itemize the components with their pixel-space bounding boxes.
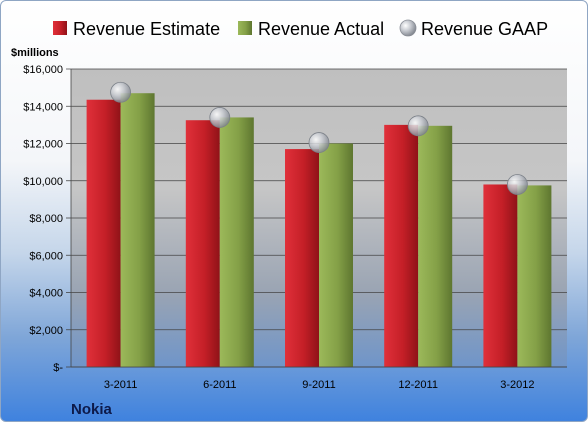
- y-tick-label: $10,000: [23, 176, 63, 188]
- y-tick-label: $4,000: [29, 288, 63, 300]
- x-tick-label: 3-2012: [500, 379, 534, 391]
- bar-series: [86, 93, 552, 368]
- bar-revenue-actual: [219, 117, 254, 367]
- gaap-marker: [308, 132, 330, 153]
- legend-swatch-revenue-estimate: [53, 21, 67, 35]
- legend-label-revenue-gaap: Revenue GAAP: [421, 19, 548, 39]
- bar-revenue-estimate: [384, 124, 419, 367]
- x-tick-label: 9-2011: [302, 379, 335, 391]
- legend-swatch-revenue-gaap: [399, 19, 417, 37]
- gaap-marker: [110, 81, 131, 103]
- bar-revenue-actual: [517, 185, 552, 367]
- x-tick-label: 3-2011: [104, 379, 137, 391]
- gaap-marker: [209, 107, 231, 128]
- y-tick-label: $14,000: [23, 101, 63, 113]
- gaap-markers: [110, 81, 528, 195]
- bar-revenue-actual: [319, 143, 353, 367]
- y-tick-label: $6,000: [29, 250, 63, 262]
- gaap-marker: [507, 174, 528, 195]
- company-name: Nokia: [71, 401, 113, 418]
- bar-revenue-estimate: [185, 120, 220, 367]
- bar-revenue-estimate: [285, 149, 319, 367]
- x-tick-label: 6-2011: [203, 379, 236, 391]
- y-tick-label: $8,000: [29, 213, 63, 225]
- bar-revenue-estimate: [483, 184, 518, 367]
- x-tick-label: 12-2011: [398, 379, 438, 391]
- legend-label-revenue-actual: Revenue Actual: [258, 19, 384, 39]
- y-axis-ticks: $- $2,000 $4,000 $6,000 $8,000 $10,000 $12,000…: [23, 64, 72, 374]
- bar-revenue-estimate: [86, 99, 121, 367]
- x-axis-ticks: 3-2011 6-2011 9-2011 12-2011 3-2012: [71, 366, 567, 391]
- legend-label-revenue-estimate: Revenue Estimate: [73, 19, 220, 39]
- chart-legend: Revenue Estimate Revenue Actual Revenue …: [53, 19, 548, 39]
- y-tick-label: $-: [53, 362, 63, 374]
- gaap-marker: [407, 115, 429, 137]
- legend-swatch-revenue-actual: [238, 21, 252, 35]
- y-axis-unit-label: $millions: [11, 47, 59, 59]
- y-tick-label: $2,000: [29, 325, 63, 337]
- y-tick-label: $16,000: [23, 64, 63, 76]
- bar-revenue-actual: [120, 93, 155, 368]
- y-tick-label: $12,000: [23, 139, 63, 151]
- bar-revenue-actual: [418, 125, 453, 368]
